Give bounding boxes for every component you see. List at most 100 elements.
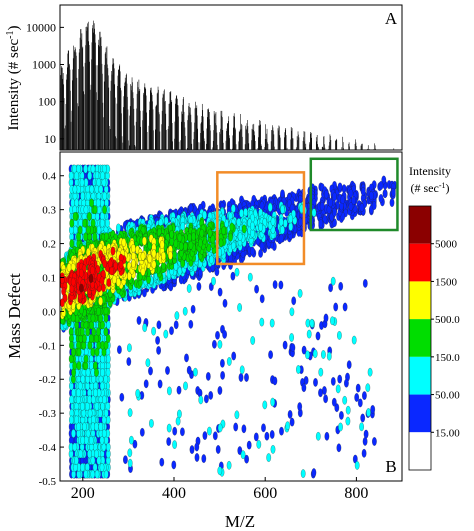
colorbar-segment: [409, 432, 431, 470]
heatmap-cell: [247, 272, 253, 282]
panel-b-letter: B: [385, 457, 396, 476]
heatmap-cell: [241, 224, 247, 234]
heatmap-cell: [76, 388, 81, 398]
heatmap-cell: [194, 442, 200, 452]
heatmap-cell: [254, 284, 259, 294]
heatmap-cell: [136, 316, 142, 325]
heatmap-cell: [102, 205, 107, 215]
heatmap-cell: [182, 306, 188, 316]
heatmap-cell: [266, 453, 272, 462]
heatmap-cell: [328, 283, 333, 293]
heatmap-cell: [101, 415, 107, 425]
heatmap-cell: [85, 402, 90, 411]
colorbar-title-unit: (# sec-1): [411, 181, 450, 195]
heatmap-cell: [193, 367, 198, 377]
heatmap-cell: [70, 277, 76, 287]
heatmap-cell: [171, 460, 177, 470]
heatmap-cell: [76, 347, 82, 357]
heatmap-cell: [234, 410, 240, 420]
heatmap-cell: [111, 275, 117, 284]
heatmap-cell: [207, 228, 213, 238]
heatmap-cell: [381, 175, 387, 185]
panel-b-x-tick-label: 600: [253, 485, 277, 502]
heatmap-cell: [186, 284, 192, 293]
heatmap-cell: [370, 405, 376, 414]
heatmap-cell: [285, 421, 290, 431]
heatmap-cell: [105, 320, 111, 330]
heatmap-cell: [205, 372, 211, 381]
heatmap-cell: [131, 244, 136, 253]
heatmap-cell: [83, 354, 89, 364]
heatmap-cell: [246, 440, 252, 450]
heatmap-cell: [188, 319, 194, 329]
heatmap-cell: [176, 385, 182, 395]
heatmap-cell: [103, 313, 109, 323]
panel-b-y-tick-label: -0.1: [39, 340, 56, 352]
heatmap-cell: [237, 446, 243, 455]
colorbar-segment: [409, 281, 431, 320]
heatmap-cell: [297, 217, 303, 227]
heatmap-cell: [323, 394, 328, 404]
heatmap-cell: [155, 336, 160, 345]
heatmap-cell: [99, 276, 105, 286]
heatmap-cell: [187, 233, 192, 243]
colorbar-segment: [409, 206, 431, 244]
heatmap-cell: [72, 184, 78, 194]
panel-b-ticks: -0.5 -0.4 -0.3 -0.2 -0.1 0.0 0.1 0.2 0.3 0.4 200 40…: [39, 171, 369, 502]
heatmap-cell: [278, 234, 284, 243]
heatmap-cell: [173, 239, 179, 249]
heatmap-cell: [184, 353, 189, 363]
heatmap-cell: [69, 395, 74, 404]
heatmap-cell: [69, 340, 74, 350]
heatmap-cell: [82, 218, 87, 228]
heatmap-cell: [149, 419, 154, 428]
heatmap-cell: [229, 222, 235, 232]
heatmap-cell: [156, 346, 161, 355]
heatmap-cell: [74, 456, 79, 465]
heatmap-cell: [333, 302, 339, 312]
heatmap-cell: [151, 248, 157, 258]
heatmap-cell: [270, 445, 276, 454]
heatmap-cell: [311, 208, 317, 218]
heatmap-cell: [135, 389, 141, 398]
heatmap-cell: [362, 279, 368, 288]
heatmap-cell: [86, 212, 92, 221]
heatmap-cell: [259, 241, 265, 251]
heatmap-cell: [105, 354, 111, 364]
heatmap-cell: [215, 330, 220, 340]
heatmap-cell: [126, 357, 132, 366]
heatmap-cell: [175, 416, 181, 426]
spectrum-bars: [60, 20, 401, 150]
heatmap-cell: [190, 304, 196, 314]
heatmap-cell: [94, 347, 100, 357]
heatmap-cell: [351, 335, 357, 345]
heatmap-cell: [68, 171, 74, 181]
heatmap-cell: [151, 326, 156, 336]
heatmap-cell: [157, 379, 163, 389]
heatmap-cell: [69, 415, 74, 425]
heatmap-cell: [94, 469, 100, 479]
panel-b-y-tick-label: -0.3: [39, 408, 57, 420]
heatmap-cell: [217, 386, 223, 395]
heatmap-cell: [61, 308, 66, 318]
heatmap-cell: [382, 189, 388, 199]
panel-b-y-tick-label: 0.3: [42, 205, 56, 217]
heatmap-cell: [191, 232, 196, 241]
heatmap-cell: [362, 437, 368, 446]
heatmap-cell: [305, 318, 311, 328]
heatmap-cell: [282, 340, 288, 350]
heatmap-cell: [270, 397, 276, 407]
heatmap-cell: [87, 449, 92, 459]
colorbar-tick-label: 150.0: [435, 352, 460, 364]
heatmap-cell: [145, 358, 151, 368]
heatmap-cell: [259, 317, 265, 327]
heatmap-cell: [318, 388, 323, 398]
heatmap-cell: [253, 432, 259, 442]
heatmap-cell: [127, 458, 133, 468]
heatmap-cell: [96, 307, 101, 316]
heatmap-cell: [79, 283, 84, 293]
heatmap-cell: [278, 280, 284, 290]
heatmap-cell: [315, 431, 321, 441]
panel-a-y-tick-label: 1000: [32, 58, 56, 72]
heatmap-cell: [103, 340, 109, 350]
